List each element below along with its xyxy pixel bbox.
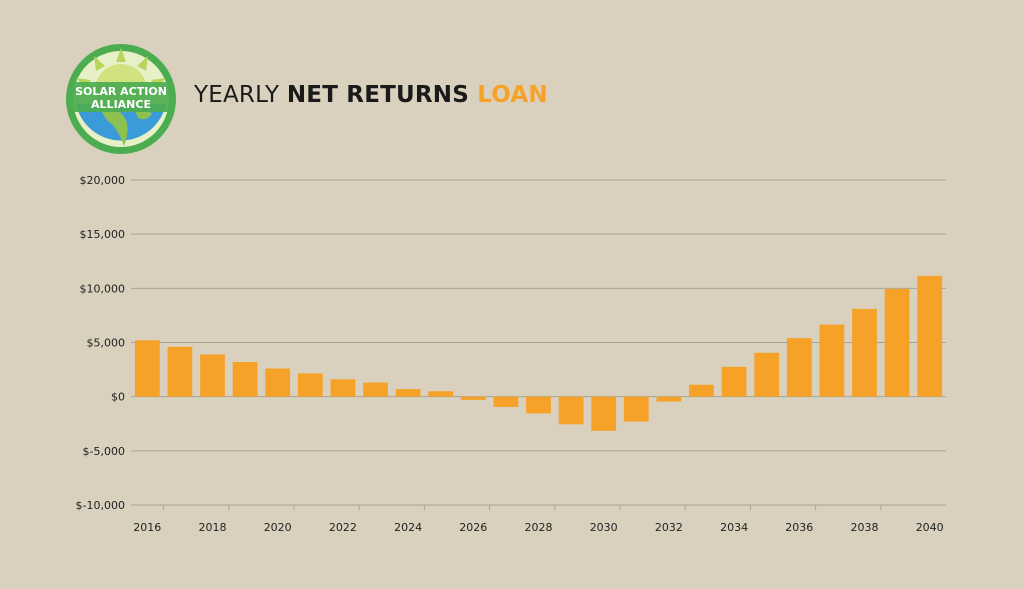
bar	[754, 352, 780, 397]
y-tick-label: $-10,000	[76, 499, 125, 512]
bar	[884, 288, 910, 397]
x-tick-label: 2018	[199, 521, 227, 534]
logo-text-line2: ALLIANCE	[91, 98, 151, 111]
x-tick-label: 2028	[525, 521, 553, 534]
title-part-yearly: YEARLY	[194, 82, 287, 108]
bar	[493, 396, 519, 407]
title-part-net-returns: NET RETURNS	[286, 82, 469, 108]
bar	[167, 346, 193, 397]
x-tick-label: 2030	[590, 521, 618, 534]
bar	[656, 396, 682, 402]
x-tick-label: 2040	[916, 521, 944, 534]
bar	[428, 391, 454, 397]
bar	[591, 396, 617, 431]
bar	[134, 340, 160, 397]
solar-action-alliance-logo: SOLAR ACTION ALLIANCE	[66, 44, 176, 154]
bars	[134, 275, 943, 431]
x-tick-label: 2034	[720, 521, 748, 534]
bar	[526, 396, 551, 414]
x-tick-label: 2024	[394, 521, 422, 534]
bar	[232, 362, 258, 397]
bar	[265, 368, 291, 397]
y-tick-label: $10,000	[80, 282, 126, 295]
bar	[623, 396, 649, 422]
bar	[689, 384, 714, 397]
bar	[200, 354, 225, 397]
chart-title: YEARLY NET RETURNS LOAN	[194, 82, 548, 108]
bar	[395, 389, 421, 397]
bar	[558, 396, 584, 425]
bar	[917, 275, 943, 397]
title-part-loan: LOAN	[469, 82, 548, 108]
bar	[330, 379, 356, 397]
x-tick-label: 2038	[851, 521, 879, 534]
y-tick-label: $0	[111, 391, 125, 404]
x-tick-label: 2026	[459, 521, 487, 534]
logo-text-line1: SOLAR ACTION	[75, 85, 167, 98]
x-tick-label: 2022	[329, 521, 357, 534]
y-tick-label: $20,000	[80, 174, 126, 187]
bar	[721, 366, 747, 397]
bar	[363, 382, 388, 397]
bar	[460, 396, 486, 400]
y-tick-label: $5,000	[87, 337, 126, 350]
x-tick-label: 2020	[264, 521, 292, 534]
y-tick-label: $15,000	[80, 228, 126, 241]
bar	[297, 373, 323, 397]
x-tick-label: 2032	[655, 521, 683, 534]
bar	[819, 324, 845, 397]
y-axis: $20,000 $15,000 $10,000 $5,000 $0 $-5,000 $-10…	[76, 174, 125, 512]
bar	[852, 308, 877, 397]
x-tick-label: 2036	[785, 521, 813, 534]
x-tick-label: 2016	[133, 521, 161, 534]
bar	[786, 338, 812, 397]
y-tick-label: $-5,000	[83, 445, 125, 458]
x-axis: 2016 2018 2020 2022 2024 2026 2028 2030 2032 2034…	[133, 505, 944, 534]
